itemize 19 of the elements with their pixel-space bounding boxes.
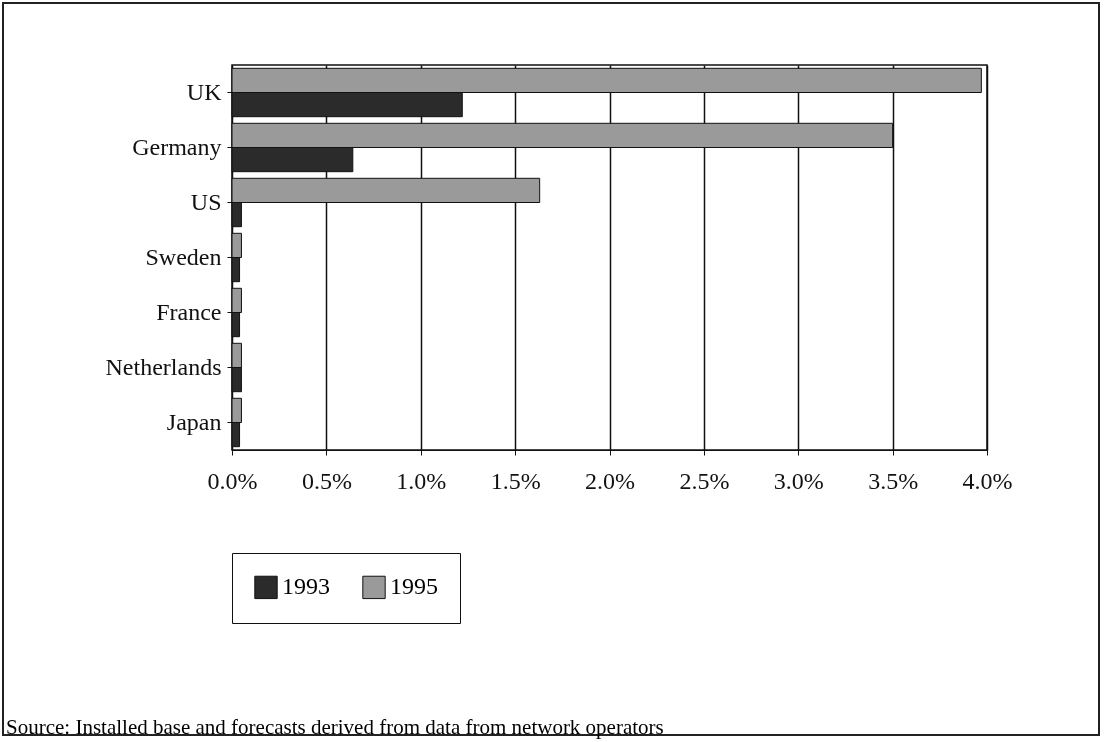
x-tick-label: 1.0% — [396, 467, 447, 494]
legend-label: 1993 — [282, 573, 330, 600]
y-tick-label: Sweden — [145, 243, 222, 270]
legend-label: 1995 — [390, 573, 438, 600]
y-tick-label: UK — [186, 78, 223, 105]
x-tick-label: 2.0% — [585, 467, 635, 494]
x-tick-label: 3.5% — [868, 467, 919, 494]
y-tick-label: France — [156, 298, 222, 325]
y-tick-label: Netherlands — [105, 353, 222, 380]
x-tick-label: 4.0% — [962, 467, 1013, 494]
y-tick-label: Germany — [132, 133, 222, 160]
y-tick-label: US — [190, 188, 222, 215]
x-tick-label: 0.0% — [207, 467, 258, 494]
x-tick-label: 1.5% — [490, 467, 541, 494]
y-tick-label: Japan — [166, 408, 222, 435]
x-tick-label: 2.5% — [679, 467, 730, 494]
x-tick-label: 0.5% — [301, 467, 352, 494]
source-note: Source: Installed base and forecasts derived from data from network operators — [6, 715, 664, 740]
x-tick-label: 3.0% — [773, 467, 824, 494]
